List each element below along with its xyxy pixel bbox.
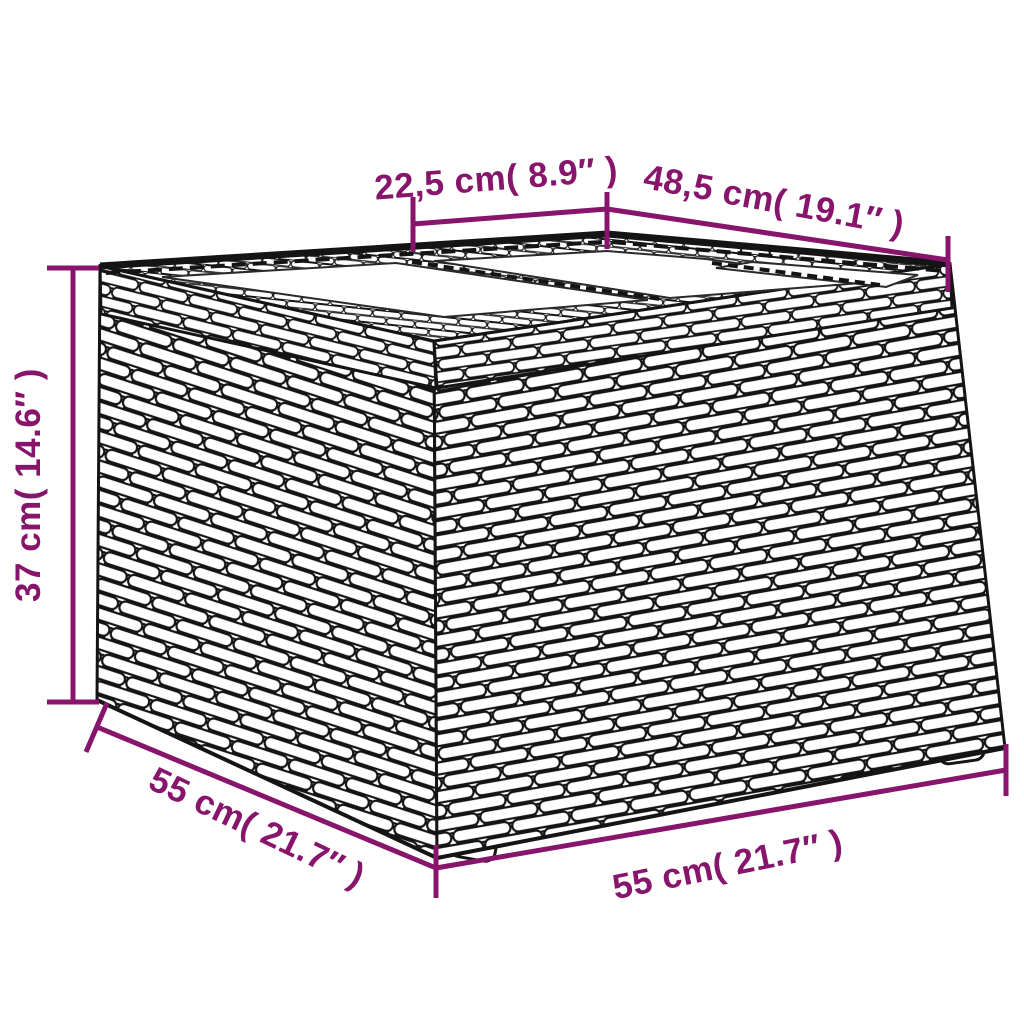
back-left-edge — [99, 230, 608, 270]
dimension-label: 22,5 cm( 8.9″ ) — [373, 150, 619, 208]
dimension-line — [96, 724, 437, 871]
dimension-label: 55 cm( 21.7″ ) — [609, 822, 846, 907]
table-illustration — [95, 230, 1007, 863]
glass-panel-left — [161, 261, 649, 319]
dimension-height: 37 cm( 14.6″ ) — [9, 265, 99, 705]
dimension-label: 37 cm( 14.6″ ) — [9, 368, 48, 602]
dimension-line — [435, 767, 1007, 871]
back-right-edge-texture — [611, 240, 945, 273]
divider-1-texture — [411, 260, 661, 301]
tick-mark — [83, 702, 110, 753]
divider-2-texture — [711, 261, 881, 287]
dimension-label: 48,5 cm( 19.1″ ) — [641, 157, 908, 243]
dimension-line — [412, 206, 608, 227]
dimension-line — [606, 206, 949, 263]
back-right-edge — [606, 230, 951, 268]
